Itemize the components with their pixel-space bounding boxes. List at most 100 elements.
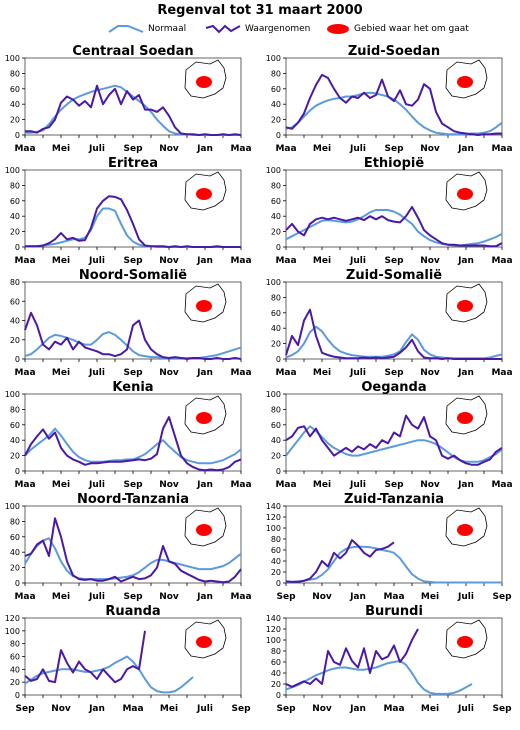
y-tick-label: 60 (10, 533, 20, 542)
y-tick-label: 100 (5, 627, 20, 636)
chart-title: Zuid-Soedan (348, 44, 440, 59)
page-title: Regenval tot 31 maart 2000 (157, 3, 363, 18)
series-observed-line (285, 308, 502, 360)
x-tick-label: Nov (420, 144, 440, 154)
x-tick-label: Nov (159, 368, 179, 378)
legend-item-area: Gebied waar het om gaat (326, 22, 469, 36)
central-sudan-map-icon (184, 59, 227, 99)
series-observed-line (285, 206, 503, 248)
x-tick-label: Maa (491, 368, 512, 378)
y-tick-label: 80 (271, 535, 281, 544)
y-tick-label: 140 (266, 502, 281, 511)
x-tick-label: Maa (230, 480, 251, 490)
x-tick-label: Mei (421, 704, 439, 714)
x-tick-label: Sep (384, 480, 404, 490)
x-tick-label: Juli (88, 144, 105, 154)
kenya-map-icon (184, 395, 227, 435)
series-observed-line (25, 195, 241, 248)
y-tick-label: 80 (10, 69, 20, 78)
x-tick-label: Jan (457, 256, 474, 266)
y-tick-label: 0 (276, 355, 281, 364)
x-tick-label: Jan (88, 704, 105, 714)
x-tick-label: Mei (313, 368, 331, 378)
eritrea-map-icon (184, 171, 227, 211)
y-tick-label: 20 (271, 116, 281, 125)
x-tick-label: Sep (384, 256, 404, 266)
y-tick-label: 60 (10, 653, 20, 662)
x-tick-label: Maa (230, 256, 251, 266)
y-tick-label: 20 (10, 228, 20, 237)
x-tick-label: Sep (123, 368, 143, 378)
x-tick-label: Maa (230, 144, 251, 154)
chart-ruanda: Ruanda 0 20 40 60 80 100 120 Sep Nov Jan Maa Mei Juli… (5, 604, 251, 714)
x-tick-label: Maa (491, 480, 512, 490)
x-tick-label: Juli (88, 256, 105, 266)
chart-oeganda: Oeganda 0 20 40 60 80 100 Maa Mei Juli Sep Nov Jan Ma… (266, 380, 513, 490)
x-tick-label: Maa (275, 256, 296, 266)
y-tick-label: 100 (5, 502, 20, 511)
chart-title: Eritrea (108, 156, 158, 171)
x-tick-label: Sep (384, 144, 404, 154)
series-observed-line (285, 628, 419, 688)
y-tick-label: 80 (10, 640, 20, 649)
x-tick-label: Juli (349, 480, 366, 490)
x-tick-label: Maa (275, 144, 296, 154)
x-tick-label: Sep (276, 704, 296, 714)
south-sudan-map-icon (445, 59, 488, 99)
x-tick-label: Maa (491, 256, 512, 266)
y-tick-label: 80 (271, 293, 281, 302)
series-normal-line (285, 659, 473, 695)
y-tick-label: 20 (10, 452, 20, 461)
north-tanzania-map-icon (184, 507, 227, 547)
y-tick-label: 100 (266, 278, 281, 287)
x-tick-label: Jan (196, 144, 213, 154)
y-tick-label: 80 (10, 405, 20, 414)
y-tick-label: 40 (10, 665, 20, 674)
y-tick-label: 0 (15, 355, 20, 364)
x-tick-label: Sep (123, 256, 143, 266)
y-tick-label: 100 (266, 166, 281, 175)
x-tick-label: Mei (313, 256, 331, 266)
y-tick-label: 40 (271, 324, 281, 333)
chart-title: Zuid-Somalië (346, 268, 442, 283)
y-tick-label: 100 (266, 636, 281, 645)
y-tick-label: 0 (15, 579, 20, 588)
south-tanzania-map-icon (445, 507, 488, 547)
x-tick-label: Sep (384, 368, 404, 378)
x-tick-label: Maa (491, 144, 512, 154)
y-tick-label: 100 (266, 390, 281, 399)
x-tick-label: Sep (276, 592, 296, 602)
x-tick-label: Nov (312, 704, 332, 714)
x-tick-label: Mei (52, 144, 70, 154)
y-tick-label: 60 (10, 421, 20, 430)
series-observed-line (285, 539, 395, 583)
x-tick-label: Nov (420, 256, 440, 266)
x-tick-label: Mei (421, 592, 439, 602)
x-tick-label: Nov (312, 592, 332, 602)
x-tick-label: Jan (349, 704, 366, 714)
series-observed-line (24, 630, 146, 684)
y-tick-label: 60 (271, 546, 281, 555)
y-tick-label: 20 (10, 336, 20, 345)
x-tick-label: Juli (349, 144, 366, 154)
y-tick-label: 100 (266, 524, 281, 533)
burundi-map-icon (445, 619, 488, 659)
chart-noord-somalie: Noord-Somalië 0 20 40 60 80 Maa Mei Juli Sep Nov Ja… (10, 268, 252, 378)
x-tick-label: Jan (196, 368, 213, 378)
x-tick-label: Maa (383, 592, 404, 602)
x-tick-label: Maa (122, 704, 143, 714)
x-tick-label: Sep (123, 592, 143, 602)
chart-burundi: Burundi 0 20 40 60 80 100 120 140 Sep Nov Jan Maa Mei… (266, 604, 512, 714)
x-tick-label: Jan (457, 480, 474, 490)
x-tick-label: Maa (14, 256, 35, 266)
ethiopia-map-icon (445, 171, 488, 211)
series-normal-line (285, 91, 503, 136)
y-tick-label: 80 (271, 405, 281, 414)
y-tick-label: 0 (276, 467, 281, 476)
chart-title: Noord-Tanzania (77, 492, 189, 507)
x-tick-label: Jan (196, 256, 213, 266)
x-tick-label: Sep (123, 480, 143, 490)
legend-observed-label: Waargenomen (245, 24, 311, 34)
y-tick-label: 60 (271, 658, 281, 667)
y-tick-label: 60 (10, 85, 20, 94)
